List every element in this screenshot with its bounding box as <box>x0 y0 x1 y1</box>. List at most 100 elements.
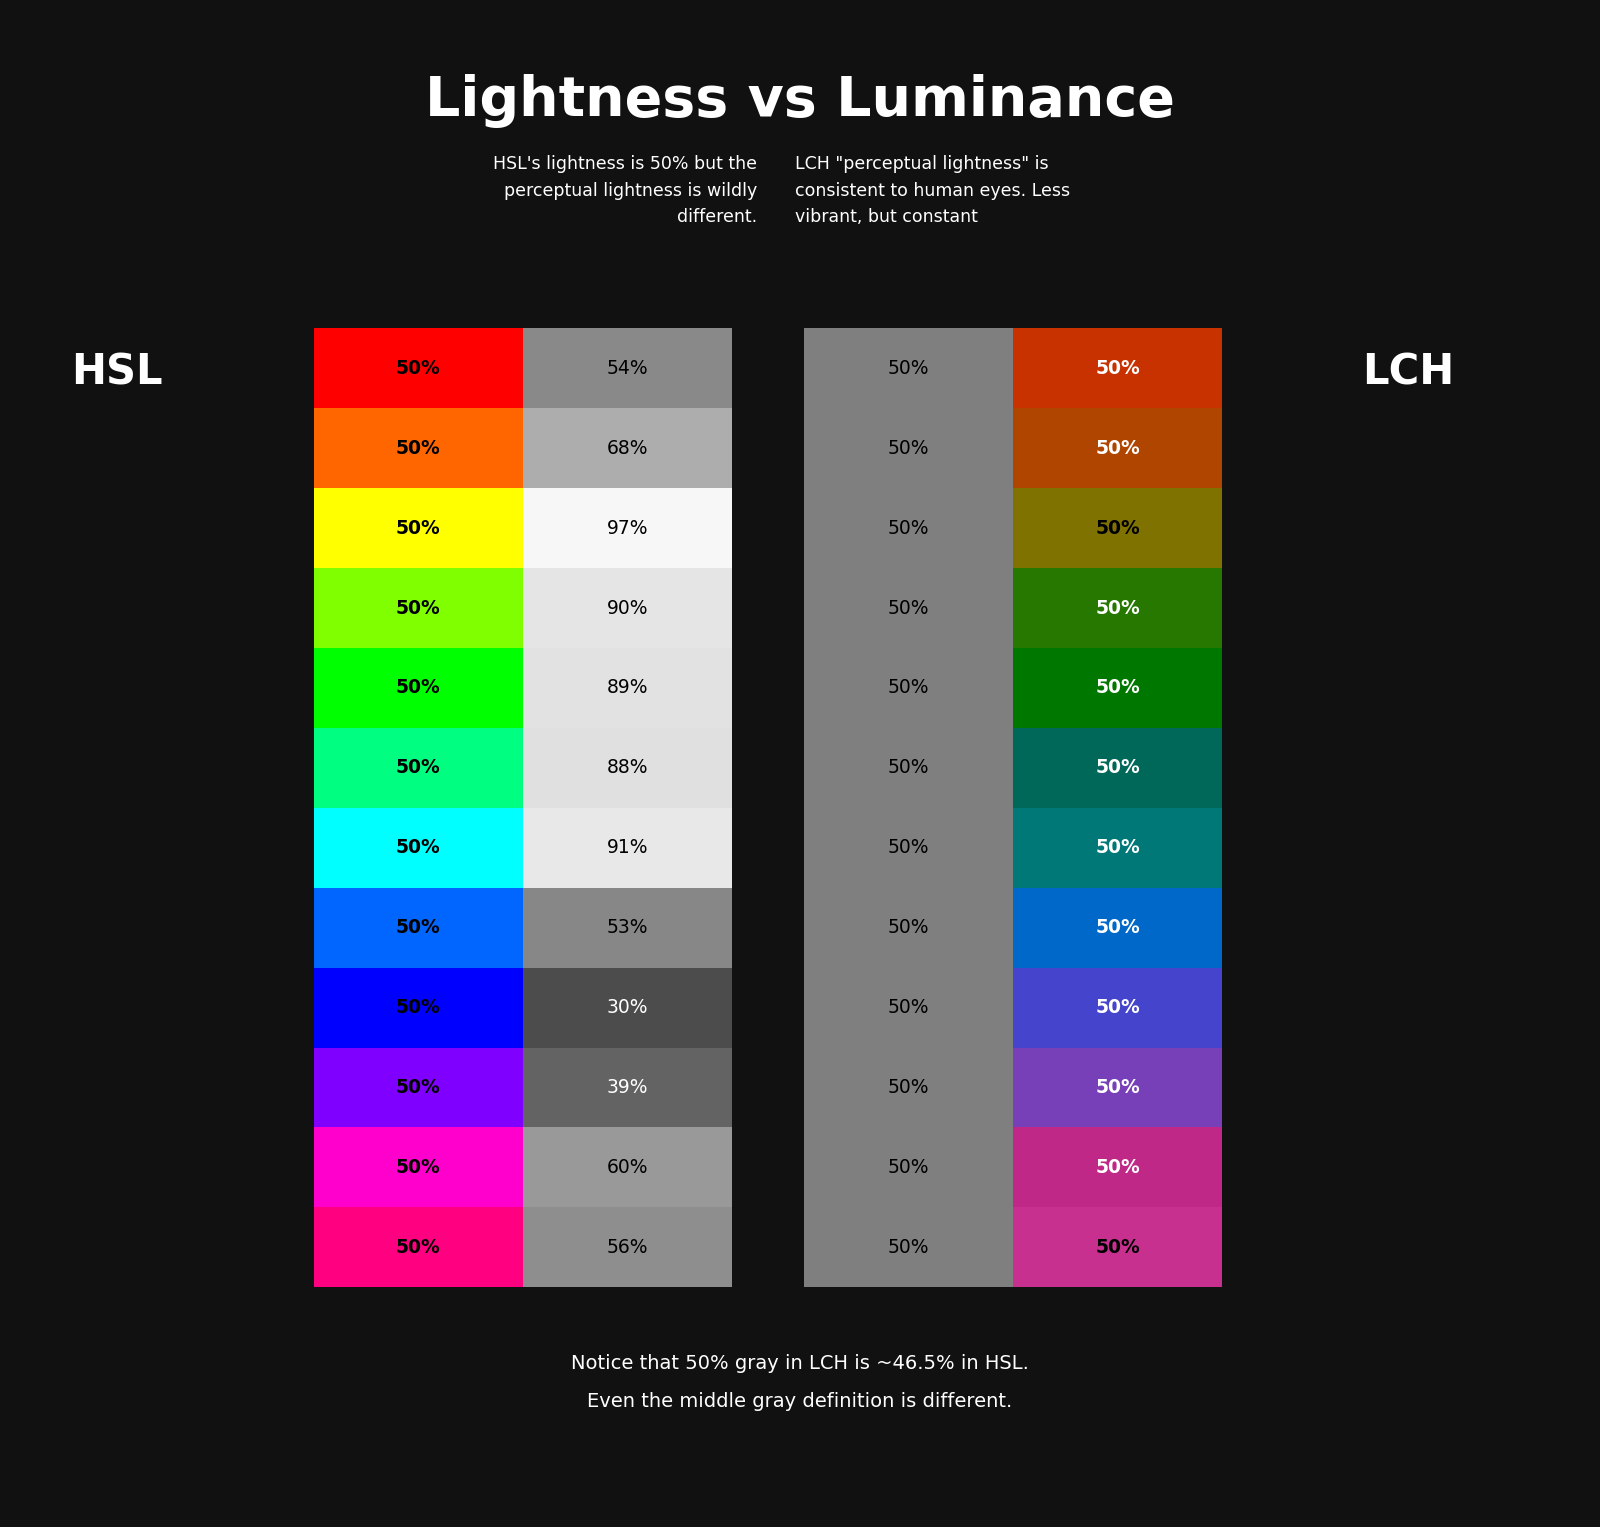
Bar <box>523 568 733 647</box>
Bar <box>314 647 523 728</box>
Text: 97%: 97% <box>606 519 648 538</box>
Bar <box>805 808 1013 887</box>
Bar <box>805 728 1013 808</box>
Text: HSL: HSL <box>70 351 163 394</box>
Text: 50%: 50% <box>888 838 930 857</box>
Bar <box>314 568 523 647</box>
Text: 50%: 50% <box>888 759 930 777</box>
Text: 50%: 50% <box>888 359 930 377</box>
Bar <box>1013 647 1222 728</box>
Text: 50%: 50% <box>1096 1238 1141 1257</box>
Text: 50%: 50% <box>1096 519 1141 538</box>
Bar <box>523 1208 733 1287</box>
Text: 50%: 50% <box>395 438 440 458</box>
Bar <box>523 887 733 968</box>
Text: 50%: 50% <box>1096 1157 1141 1177</box>
Text: 50%: 50% <box>1096 438 1141 458</box>
Text: 50%: 50% <box>395 678 440 698</box>
Text: 50%: 50% <box>395 999 440 1017</box>
Text: 50%: 50% <box>395 918 440 938</box>
Bar <box>314 728 523 808</box>
Bar <box>523 1127 733 1208</box>
Bar <box>523 968 733 1048</box>
Text: 50%: 50% <box>888 599 930 617</box>
Text: 50%: 50% <box>395 838 440 857</box>
Text: LCH: LCH <box>1362 351 1454 394</box>
Text: 50%: 50% <box>888 1078 930 1096</box>
Bar <box>805 968 1013 1048</box>
Bar <box>523 808 733 887</box>
Text: 50%: 50% <box>1096 918 1141 938</box>
Bar <box>805 568 1013 647</box>
Text: Even the middle gray definition is different.: Even the middle gray definition is diffe… <box>587 1393 1013 1411</box>
Bar <box>1013 1208 1222 1287</box>
Bar <box>1013 408 1222 489</box>
Bar <box>314 968 523 1048</box>
Text: HSL's lightness is 50% but the
perceptual lightness is wildly
different.: HSL's lightness is 50% but the perceptua… <box>493 156 757 226</box>
Bar <box>1013 489 1222 568</box>
Bar <box>1013 1048 1222 1127</box>
Text: 53%: 53% <box>606 918 648 938</box>
Text: 50%: 50% <box>888 918 930 938</box>
Bar <box>523 647 733 728</box>
Bar <box>314 1048 523 1127</box>
Text: 50%: 50% <box>888 438 930 458</box>
Text: 50%: 50% <box>1096 999 1141 1017</box>
Bar <box>314 408 523 489</box>
Text: 50%: 50% <box>395 1078 440 1096</box>
Text: 50%: 50% <box>888 999 930 1017</box>
Text: 50%: 50% <box>395 759 440 777</box>
Text: 50%: 50% <box>395 359 440 377</box>
Text: 91%: 91% <box>606 838 648 857</box>
Bar <box>805 408 1013 489</box>
Bar <box>523 1048 733 1127</box>
Text: 50%: 50% <box>888 519 930 538</box>
Bar <box>1013 1127 1222 1208</box>
Bar <box>805 1127 1013 1208</box>
Bar <box>805 1048 1013 1127</box>
Text: 56%: 56% <box>606 1238 648 1257</box>
Text: 50%: 50% <box>888 1238 930 1257</box>
Text: 68%: 68% <box>606 438 648 458</box>
Bar <box>523 408 733 489</box>
Bar <box>314 328 523 408</box>
Bar <box>314 1127 523 1208</box>
Text: 50%: 50% <box>888 1157 930 1177</box>
Text: Notice that 50% gray in LCH is ~46.5% in HSL.: Notice that 50% gray in LCH is ~46.5% in… <box>571 1354 1029 1373</box>
Text: 60%: 60% <box>606 1157 648 1177</box>
Bar <box>314 808 523 887</box>
Text: 50%: 50% <box>395 519 440 538</box>
Text: Lightness vs Luminance: Lightness vs Luminance <box>426 73 1174 128</box>
Bar <box>805 1208 1013 1287</box>
Bar <box>1013 968 1222 1048</box>
Text: 50%: 50% <box>1096 1078 1141 1096</box>
Bar <box>805 489 1013 568</box>
Bar <box>314 489 523 568</box>
Bar <box>1013 728 1222 808</box>
Text: 30%: 30% <box>606 999 648 1017</box>
Text: 50%: 50% <box>1096 359 1141 377</box>
Text: 89%: 89% <box>606 678 648 698</box>
Text: 50%: 50% <box>1096 599 1141 617</box>
Text: LCH "perceptual lightness" is
consistent to human eyes. Less
vibrant, but consta: LCH "perceptual lightness" is consistent… <box>795 156 1070 226</box>
Bar <box>523 328 733 408</box>
Bar <box>1013 328 1222 408</box>
Text: 50%: 50% <box>1096 678 1141 698</box>
Text: 50%: 50% <box>1096 838 1141 857</box>
Bar <box>1013 568 1222 647</box>
Bar <box>805 647 1013 728</box>
Bar <box>523 489 733 568</box>
Text: 90%: 90% <box>606 599 648 617</box>
Bar <box>523 728 733 808</box>
Bar <box>805 887 1013 968</box>
Text: 39%: 39% <box>606 1078 648 1096</box>
Text: 50%: 50% <box>1096 759 1141 777</box>
Bar <box>314 1208 523 1287</box>
Bar <box>1013 808 1222 887</box>
Bar <box>314 887 523 968</box>
Text: 50%: 50% <box>395 1238 440 1257</box>
Bar <box>805 328 1013 408</box>
Text: 50%: 50% <box>888 678 930 698</box>
Text: 54%: 54% <box>606 359 648 377</box>
Text: 88%: 88% <box>606 759 648 777</box>
